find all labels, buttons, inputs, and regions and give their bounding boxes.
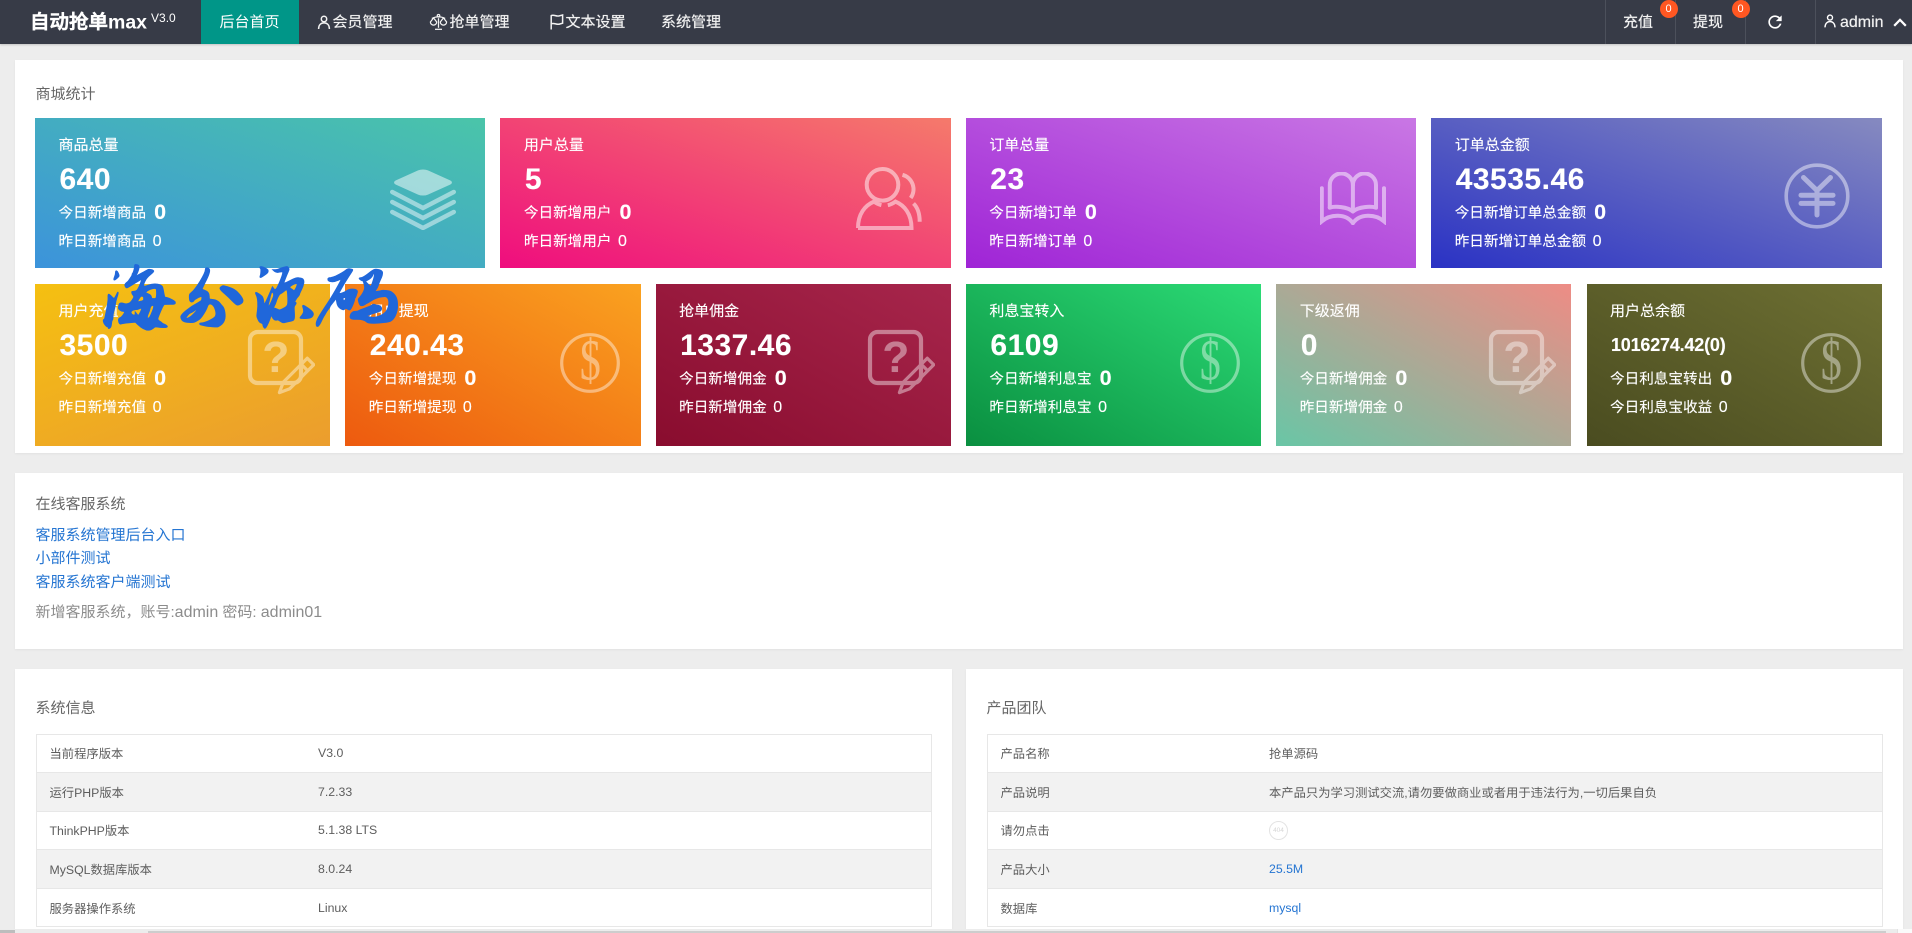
svg-text:?: ? xyxy=(882,333,909,382)
svg-text:$: $ xyxy=(1821,332,1842,392)
svg-text:?: ? xyxy=(1503,333,1530,382)
svg-text:?: ? xyxy=(262,333,289,382)
svg-text:$: $ xyxy=(1200,332,1221,392)
svg-text:$: $ xyxy=(580,332,601,392)
